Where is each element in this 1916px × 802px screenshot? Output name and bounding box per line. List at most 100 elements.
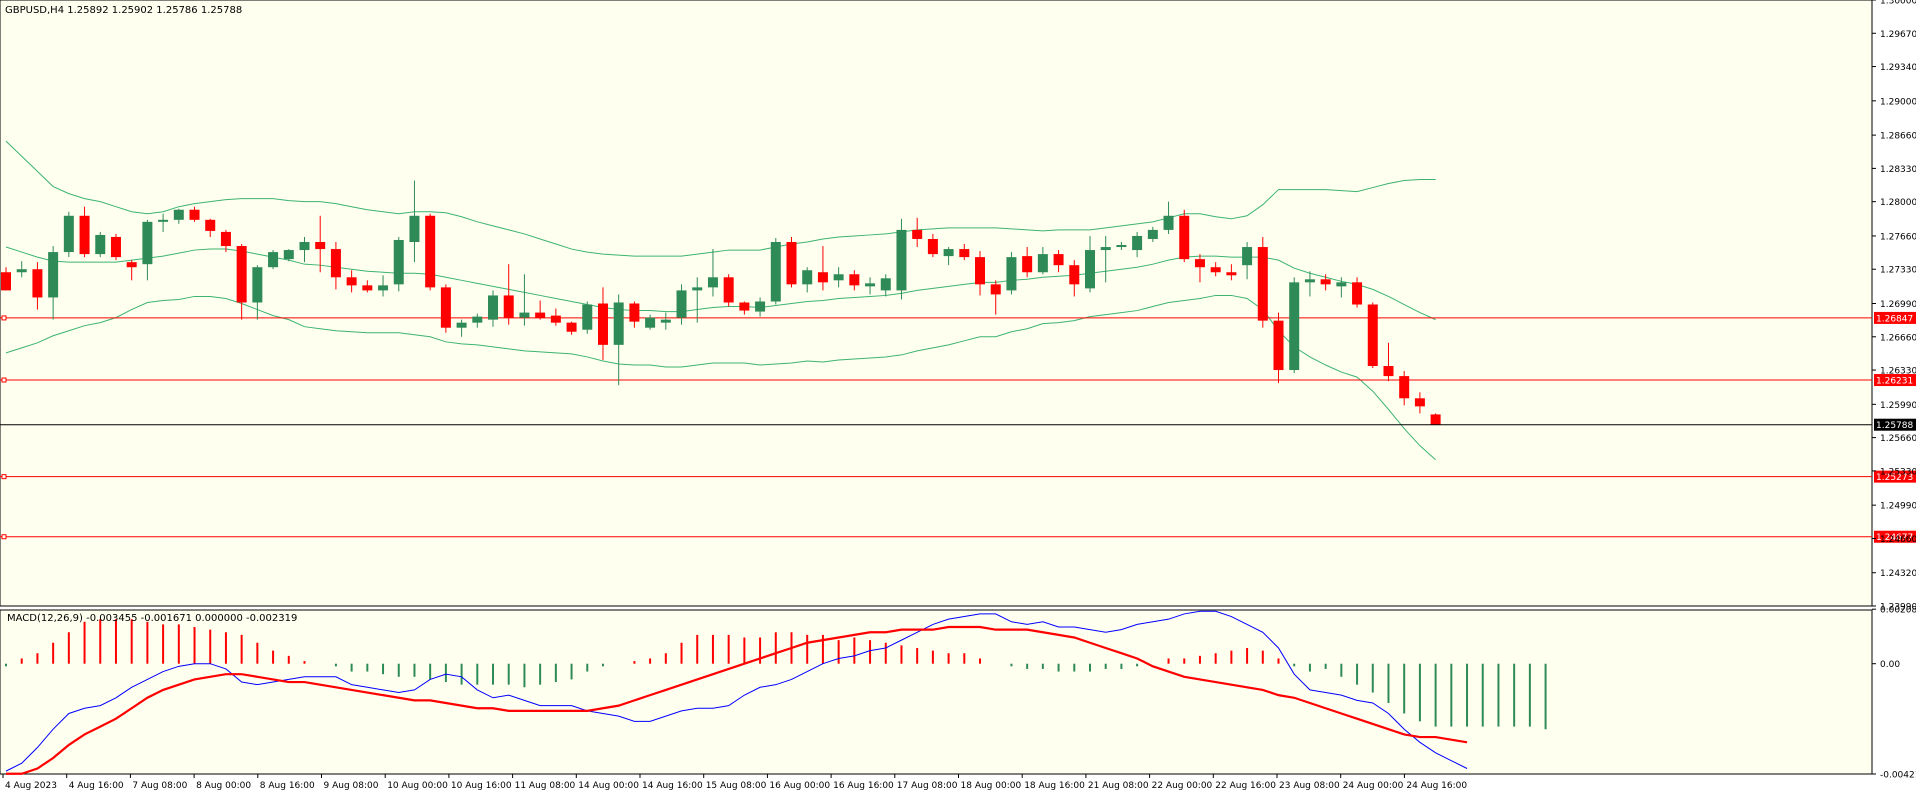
candle-body (142, 221, 153, 265)
candle-body (1226, 272, 1237, 276)
candle-body (550, 315, 561, 323)
candle-body (1084, 250, 1095, 289)
candle-body (362, 285, 373, 291)
candle-body (63, 215, 74, 253)
candle-body (817, 272, 828, 283)
time-tick-label: 15 Aug 08:00 (706, 781, 767, 791)
candle-body (236, 246, 247, 303)
candle-body (1320, 279, 1331, 285)
candle-body (865, 283, 876, 287)
candle-body (660, 319, 671, 323)
candle-body (896, 229, 907, 291)
price-tick-label: 1.26660 (1880, 333, 1916, 343)
level-price-tag (1874, 470, 1916, 483)
price-tick-label: 1.23990 (1880, 603, 1916, 613)
time-tick-label: 18 Aug 00:00 (961, 781, 1022, 791)
candle-body (1336, 282, 1347, 287)
candle-body (990, 284, 1001, 295)
candle-body (1383, 366, 1394, 377)
candle-body (770, 241, 781, 302)
candle-body (880, 278, 891, 291)
candle-body (1242, 247, 1253, 266)
candle-body (378, 285, 389, 291)
level-line-handle[interactable] (1, 474, 7, 480)
price-tick-label: 1.28000 (1880, 198, 1916, 208)
candle-body (597, 303, 608, 345)
candle-body (849, 274, 860, 286)
candle-body (1430, 414, 1441, 425)
time-tick-label: 10 Aug 16:00 (451, 781, 512, 791)
price-tick-label: 1.26990 (1880, 300, 1916, 310)
candle-body (346, 277, 357, 286)
candle-body (1069, 265, 1080, 285)
level-line-handle[interactable] (1, 534, 7, 540)
price-tick-label: 1.29340 (1880, 63, 1916, 73)
price-tick-label: 1.27660 (1880, 232, 1916, 242)
candle-body (1037, 254, 1048, 273)
candle-body (1, 272, 11, 291)
candle-body (330, 249, 341, 278)
level-price-label: 1.24677 (1876, 533, 1913, 543)
time-tick-label: 11 Aug 08:00 (515, 781, 576, 791)
candle-body (1367, 304, 1378, 367)
macd-tick-label: 0.002081 (1880, 606, 1916, 616)
level-price-label: 1.25273 (1876, 473, 1913, 483)
level-line-handle[interactable] (1, 377, 7, 383)
price-tick-label: 1.24660 (1880, 535, 1916, 545)
price-tick-label: 1.26330 (1880, 367, 1916, 377)
current-price-label: 1.25788 (1876, 421, 1913, 431)
time-tick-label: 8 Aug 00:00 (196, 781, 251, 791)
candle-body (613, 302, 624, 345)
price-tick-label: 1.29670 (1880, 30, 1916, 40)
level-price-tag (1874, 311, 1916, 324)
candle-body (582, 304, 593, 330)
horizontal-levels[interactable]: 1.26847 1.26231 1.25273 1.24677 (0, 311, 1916, 543)
time-tick-label: 7 Aug 08:00 (132, 781, 187, 791)
macd-panel-area[interactable] (0, 609, 1873, 775)
candle-body (1273, 320, 1284, 371)
candle-body (566, 322, 577, 332)
symbol-info: GBPUSD,H4 1.25892 1.25902 1.25786 1.2578… (5, 5, 242, 16)
level-line-handle[interactable] (1, 315, 7, 321)
main-chart-area[interactable] (0, 0, 1873, 607)
price-tick-label: 1.25330 (1880, 467, 1916, 477)
candle-body (1022, 256, 1033, 273)
candle-body (409, 215, 420, 242)
candlesticks (1, 180, 1441, 425)
candle-body (283, 250, 294, 260)
price-tick-label: 1.28330 (1880, 165, 1916, 175)
time-tick-label: 8 Aug 16:00 (260, 781, 315, 791)
candle-body (755, 301, 766, 312)
macd-main-line (5, 610, 1468, 772)
time-tick-label: 23 Aug 08:00 (1279, 781, 1340, 791)
candle-body (472, 316, 483, 323)
candle-body (1100, 247, 1111, 251)
time-tick-label: 14 Aug 16:00 (642, 781, 703, 791)
candle-body (1414, 398, 1425, 407)
time-tick-label: 17 Aug 08:00 (897, 781, 958, 791)
candle-body (456, 322, 467, 328)
macd-tick-label: -0.00421 (1880, 771, 1916, 781)
candle-body (975, 257, 986, 285)
candle-body (1210, 267, 1221, 273)
candle-body (32, 269, 43, 298)
current-price-line: 1.25788 (0, 418, 1916, 431)
candle-body (1257, 247, 1268, 321)
candle-body (707, 277, 718, 288)
candle-body (315, 241, 326, 250)
candle-body (126, 262, 137, 268)
macd-info: MACD(12,26,9) -0.003455 -0.001671 0.0000… (7, 613, 297, 624)
time-tick-label: 4 Aug 2023 (5, 781, 57, 791)
price-tick-label: 1.29000 (1880, 97, 1916, 107)
candle-body (110, 236, 121, 258)
price-tick-label: 1.25990 (1880, 401, 1916, 411)
time-tick-label: 16 Aug 00:00 (769, 781, 830, 791)
candle-body (252, 267, 263, 303)
time-tick-label: 9 Aug 08:00 (324, 781, 379, 791)
price-tick-label: 1.25660 (1880, 434, 1916, 444)
time-tick-label: 10 Aug 00:00 (387, 781, 448, 791)
candle-body (723, 277, 734, 303)
candle-body (503, 295, 514, 318)
